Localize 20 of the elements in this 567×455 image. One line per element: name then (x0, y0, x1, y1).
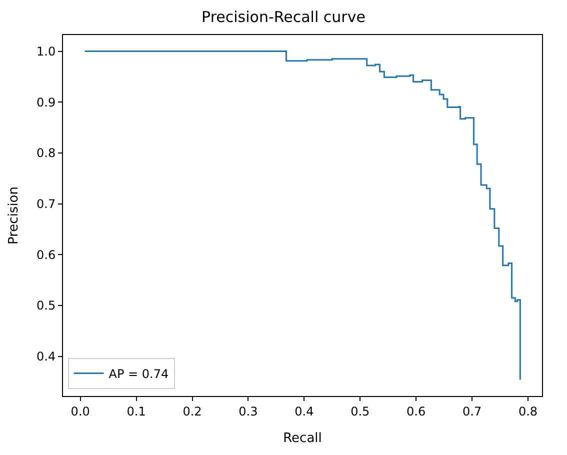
x-tick-label: 0.6 (406, 404, 426, 418)
chart-title: Precision-Recall curve (202, 8, 366, 26)
y-tick-label: 0.7 (36, 197, 56, 212)
x-tick-label: 0.5 (350, 404, 370, 418)
x-axis-title: Recall (283, 431, 322, 446)
x-tick-label: 0.8 (518, 404, 538, 418)
y-tick-label: 0.4 (36, 350, 56, 364)
x-tick-label: 0.0 (70, 404, 90, 418)
y-axis-title: Precision (6, 186, 22, 245)
legend-label: AP = 0.74 (108, 366, 169, 381)
x-tick-label: 0.7 (462, 404, 482, 418)
x-tick-label: 0.2 (182, 404, 202, 418)
x-tick-label: 0.3 (238, 404, 258, 418)
x-tick-label: 0.1 (126, 404, 146, 418)
y-tick-label: 0.8 (36, 146, 56, 160)
y-tick-label: 0.9 (36, 95, 56, 110)
x-tick-label: 0.4 (294, 404, 314, 418)
y-tick-label: 0.6 (36, 248, 56, 262)
y-tick-label: 1.0 (36, 44, 56, 58)
y-tick-label: 0.5 (36, 298, 56, 313)
